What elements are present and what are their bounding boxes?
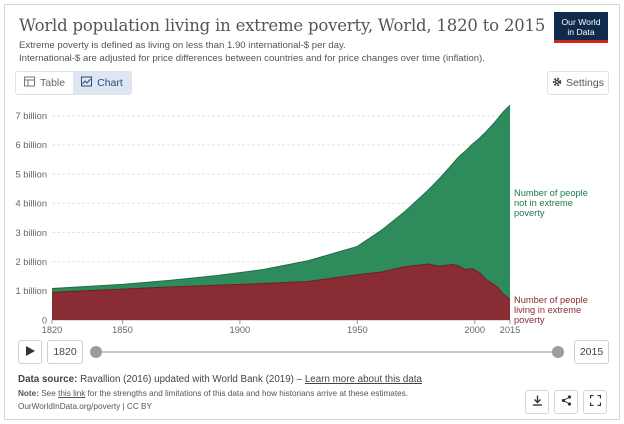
series-label-not-in-extreme-poverty: not in extreme: [514, 198, 573, 208]
gear-icon: [552, 77, 562, 90]
series-label-in-extreme-poverty: living in extreme: [514, 305, 581, 315]
download-button[interactable]: [525, 390, 549, 414]
y-tick-label: 4 billion: [15, 199, 47, 209]
logo-text-line1: Our World: [561, 17, 601, 27]
fullscreen-button[interactable]: [583, 390, 607, 414]
timeline-track[interactable]: [96, 351, 558, 353]
y-tick-label: 7 billion: [15, 111, 47, 121]
tab-chart-label: Chart: [97, 77, 123, 89]
source-text: Ravallion (2016) updated with World Bank…: [80, 374, 303, 385]
line-total: [51, 104, 511, 289]
timeline-start-handle[interactable]: [90, 346, 102, 358]
note: Note: See this link for the strengths an…: [18, 389, 408, 398]
x-tick-label: 1850: [112, 325, 133, 335]
area-in-extreme-poverty: [52, 263, 510, 320]
area-not-in-extreme-poverty: [52, 105, 510, 300]
x-tick-label: 1820: [42, 325, 63, 335]
expand-icon: [589, 393, 601, 411]
share-icon: [561, 393, 572, 411]
y-tick-label: 1 billion: [15, 286, 47, 296]
x-tick-label: 1950: [347, 325, 368, 335]
share-button[interactable]: [554, 390, 578, 414]
source-prefix: Data source:: [18, 374, 78, 385]
subtitle-definition: Extreme poverty is defined as living on …: [19, 40, 346, 51]
note-link[interactable]: this link: [58, 389, 86, 398]
owid-logo[interactable]: Our World in Data: [554, 12, 608, 43]
series-label-not-in-extreme-poverty: poverty: [514, 208, 545, 218]
y-tick-label: 6 billion: [15, 140, 47, 150]
logo-text-line2: in Data: [567, 27, 595, 37]
line-poor: [51, 263, 511, 300]
subtitle-adjustment: International-$ are adjusted for price d…: [19, 53, 485, 64]
note-text-start: See: [41, 389, 56, 398]
y-tick-label: 0: [42, 315, 47, 325]
note-prefix: Note:: [18, 389, 39, 398]
learn-more-link[interactable]: Learn more about this data: [304, 374, 422, 385]
x-tick-label: 2000: [464, 325, 485, 335]
page-title: World population living in extreme pover…: [19, 16, 546, 35]
series-label-in-extreme-poverty: Number of people: [514, 295, 588, 305]
series-label-in-extreme-poverty: poverty: [514, 315, 545, 325]
timeline-start-year[interactable]: 1820: [47, 340, 83, 364]
chart-icon: [81, 76, 93, 90]
x-tick-label: 1900: [230, 325, 251, 335]
tab-table[interactable]: Table: [16, 72, 73, 94]
settings-button[interactable]: Settings: [547, 71, 609, 95]
y-tick-label: 3 billion: [15, 228, 47, 238]
y-tick-label: 5 billion: [15, 169, 47, 179]
note-text-end: for the strengths and limitations of thi…: [87, 389, 409, 398]
download-icon: [532, 393, 543, 411]
timeline-end-handle[interactable]: [552, 346, 564, 358]
play-icon: [25, 343, 35, 361]
series-label-not-in-extreme-poverty: Number of people: [514, 188, 588, 198]
tab-chart[interactable]: Chart: [73, 72, 131, 94]
y-tick-label: 2 billion: [15, 257, 47, 267]
view-tabs: Table Chart: [15, 71, 132, 95]
x-tick-label: 2015: [500, 325, 521, 335]
poverty-area-chart: 0 1 billion 2 billion 3 billion 4 billion 5 b…: [15, 104, 588, 335]
tab-table-label: Table: [40, 77, 66, 89]
table-icon: [24, 76, 35, 90]
license-url[interactable]: OurWorldInData.org/poverty | CC BY: [18, 402, 152, 411]
data-source: Data source: Ravallion (2016) updated wi…: [18, 374, 422, 385]
settings-label: Settings: [566, 77, 604, 89]
play-button[interactable]: [18, 340, 42, 364]
timeline-end-year[interactable]: 2015: [574, 340, 609, 364]
